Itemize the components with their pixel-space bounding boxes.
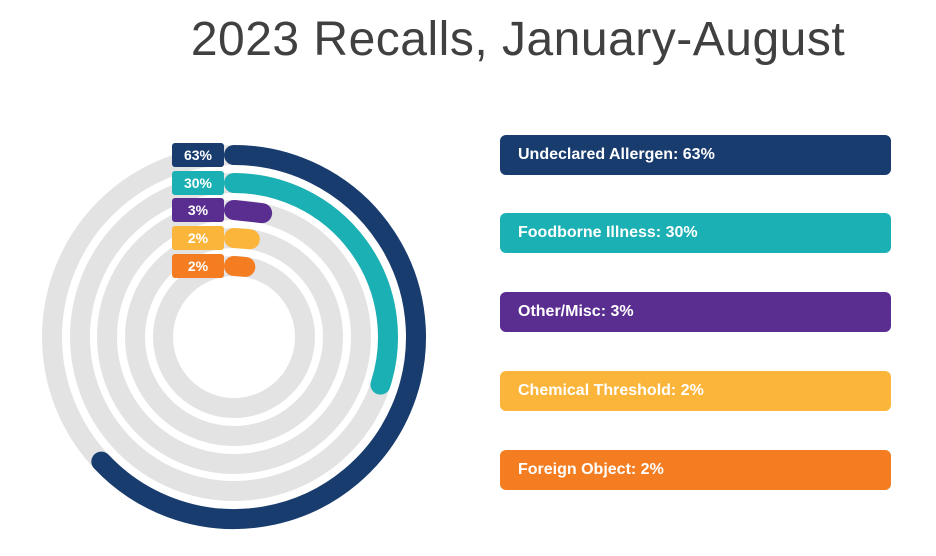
legend-item-foodborne-illness: Foodborne Illness: 30%	[500, 213, 891, 253]
svg-text:2%: 2%	[188, 230, 209, 246]
legend-item-other-misc: Other/Misc: 3%	[500, 292, 891, 332]
svg-text:30%: 30%	[184, 175, 213, 191]
ring-arc-foodborne-illness	[224, 173, 398, 395]
svg-text:3%: 3%	[188, 202, 209, 218]
value-label-foreign-object: 2%	[172, 254, 224, 278]
chart-title: 2023 Recalls, January-August	[190, 13, 846, 66]
svg-text:63%: 63%	[184, 147, 213, 163]
ring-track-foreign-object	[153, 256, 315, 418]
svg-text:2%: 2%	[188, 258, 209, 274]
ring-arc-other-misc	[224, 200, 273, 224]
value-label-chemical-threshold: 2%	[172, 226, 224, 250]
ring-arc-chemical-threshold	[224, 228, 260, 250]
legend-item-chemical-threshold: Chemical Threshold: 2%	[500, 371, 891, 411]
legend-item-foreign-object: Foreign Object: 2%	[500, 450, 891, 490]
value-label-other-misc: 3%	[172, 198, 224, 222]
ring-track-other-misc	[97, 200, 371, 474]
ring-arc-undeclared-allergen	[91, 145, 426, 529]
value-label-foodborne-illness: 30%	[172, 171, 224, 195]
ring-arc-foreign-object	[224, 256, 256, 277]
value-label-undeclared-allergen: 63%	[172, 143, 224, 167]
legend-item-undeclared-allergen: Undeclared Allergen: 63%	[500, 135, 891, 175]
